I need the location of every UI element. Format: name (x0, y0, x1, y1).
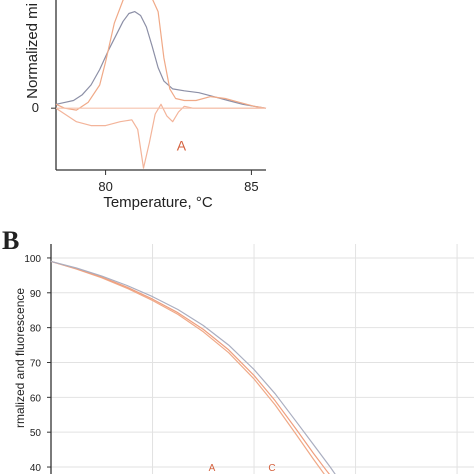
panel-b-y-tick-label-1: 90 (30, 289, 42, 300)
panel-b-label: B (2, 226, 19, 255)
panel-a-annotation-a: A (177, 138, 187, 154)
panel-b: B 100 90 80 70 60 50 40 rmalized and fluoresce… (2, 226, 474, 474)
panel-a-x-tick-label-0: 80 (98, 179, 112, 194)
panel-b-annotation-a: A (209, 463, 216, 474)
panel-b-y-tick-label-0: 100 (24, 254, 41, 265)
panel-a-y-axis-label: Normalized mi (24, 3, 41, 99)
panel-b-y-axis-label: rmalized and fluorescence (13, 288, 27, 428)
panel-a-series-line-1 (55, 0, 267, 111)
panel-a: 80 85 0 Normalized mi Temperature, °C A (24, 0, 267, 211)
panel-a-series-line-0 (55, 11, 267, 109)
panel-b-series-line-0 (50, 260, 325, 474)
panel-a-series-line-2 (55, 103, 266, 169)
panel-b-series-line-1 (50, 260, 330, 474)
panel-b-y-tick-label-4: 60 (30, 393, 42, 404)
panel-b-annotation-c: C (268, 463, 275, 474)
panel-b-y-tick-label-2: 80 (30, 324, 42, 335)
panel-a-x-axis-label: Temperature, °C (103, 194, 213, 211)
panel-b-y-tick-label-6: 40 (30, 463, 42, 474)
panel-b-y-tick-label-3: 70 (30, 358, 42, 369)
panel-a-x-tick-label-1: 85 (244, 179, 258, 194)
panel-a-y-tick-label-0: 0 (32, 100, 39, 115)
panel-b-series-line-2 (50, 260, 336, 474)
panel-b-y-tick-label-5: 50 (30, 428, 42, 439)
